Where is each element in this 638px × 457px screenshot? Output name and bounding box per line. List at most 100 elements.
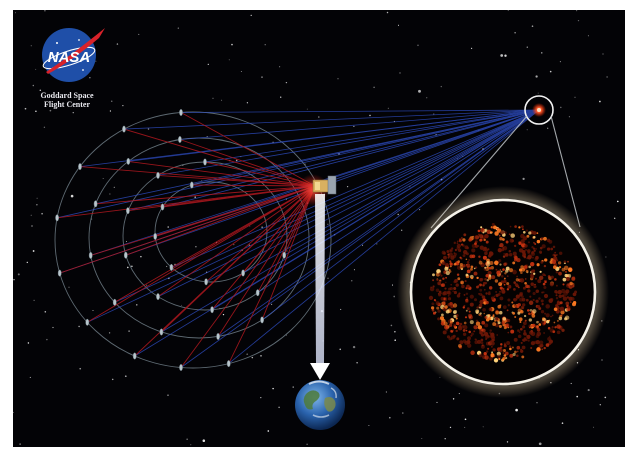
surface-speckle: [516, 350, 519, 353]
surface-speckle: [505, 266, 510, 271]
star: [212, 97, 214, 99]
surface-speckle: [461, 284, 465, 289]
surface-speckle: [521, 345, 526, 350]
surface-speckle: [535, 247, 537, 250]
surface-speckle: [487, 270, 492, 276]
surface-speckle: [446, 264, 449, 268]
star: [140, 255, 142, 258]
star: [145, 284, 148, 286]
surface-speckle: [552, 245, 556, 249]
illustration: NASA: [13, 10, 619, 446]
surface-speckle: [513, 337, 518, 342]
surface-speckle: [469, 294, 474, 299]
surface-speckle: [567, 283, 571, 287]
surface-speckle: [522, 325, 526, 329]
surface-speckle: [535, 277, 537, 280]
surface-speckle: [466, 263, 471, 268]
surface-speckle: [479, 234, 484, 239]
star: [339, 348, 341, 351]
starlight-beam: [205, 109, 540, 283]
star: [397, 213, 399, 216]
surface-speckle: [504, 272, 507, 275]
surface-speckle: [475, 321, 481, 326]
star: [207, 63, 209, 66]
surface-speckle: [556, 324, 561, 329]
star: [353, 269, 355, 271]
surface-speckle: [504, 277, 506, 280]
surface-speckle: [526, 334, 531, 340]
mirror-satellite: [203, 158, 207, 166]
surface-speckle: [458, 344, 462, 348]
surface-speckle: [459, 262, 464, 267]
starlight-beam: [171, 109, 540, 268]
surface-speckle: [463, 293, 466, 296]
star: [72, 112, 74, 114]
star: [504, 54, 507, 57]
star: [92, 310, 94, 312]
mirror-satellite: [126, 207, 130, 215]
star: [267, 430, 270, 432]
star: [292, 386, 294, 388]
star: [306, 108, 308, 110]
surface-speckle: [503, 349, 506, 352]
surface-speckle: [525, 298, 529, 302]
star: [261, 226, 263, 228]
star: [44, 10, 46, 12]
starlight-beam: [191, 109, 540, 186]
surface-speckle: [476, 276, 479, 280]
surface-speckle: [482, 307, 486, 312]
star: [353, 125, 355, 127]
star: [482, 426, 484, 428]
surface-speckle: [484, 228, 488, 232]
star: [19, 443, 21, 445]
mirror-satellite: [178, 136, 182, 143]
surface-speckle: [445, 276, 447, 279]
surface-speckle: [509, 268, 514, 273]
surface-speckle: [473, 330, 476, 333]
surface-speckle: [518, 317, 523, 322]
surface-speckle: [527, 241, 531, 244]
surface-speckle: [556, 319, 559, 322]
surface-speckle: [508, 233, 511, 236]
surface-speckle: [508, 252, 513, 257]
surface-speckle: [463, 233, 467, 237]
surface-speckle: [558, 316, 563, 321]
surface-speckle: [444, 281, 447, 284]
surface-speckle: [523, 255, 527, 259]
surface-speckle: [543, 318, 547, 321]
star: [535, 75, 538, 78]
surface-speckle: [534, 243, 537, 245]
surface-speckle: [461, 237, 463, 239]
surface-speckle: [473, 325, 478, 330]
surface-speckle: [533, 285, 537, 289]
star: [272, 387, 274, 390]
surface-speckle: [547, 247, 551, 250]
surface-speckle: [512, 312, 516, 315]
surface-speckle: [494, 231, 499, 236]
surface-speckle: [553, 265, 557, 269]
surface-speckle: [558, 294, 562, 298]
surface-speckle: [468, 330, 471, 334]
star: [286, 250, 288, 252]
surface-speckle: [505, 240, 509, 244]
surface-speckle: [449, 265, 452, 268]
star: [231, 43, 233, 46]
surface-speckle: [471, 248, 476, 253]
surface-speckle: [449, 260, 452, 263]
surface-speckle: [471, 332, 474, 336]
star: [433, 113, 435, 115]
surface-speckle: [532, 231, 537, 235]
starlight-beam: [261, 109, 540, 321]
surface-speckle: [543, 285, 547, 290]
surface-speckle: [518, 248, 524, 253]
surface-speckle: [465, 329, 468, 332]
surface-speckle: [487, 248, 490, 251]
surface-speckle: [504, 351, 509, 356]
surface-speckle: [488, 316, 492, 320]
star: [538, 442, 542, 446]
surface-speckle: [478, 284, 480, 287]
surface-speckle: [514, 350, 517, 354]
star: [24, 107, 27, 110]
surface-speckle: [499, 286, 503, 290]
surface-speckle: [505, 323, 510, 328]
